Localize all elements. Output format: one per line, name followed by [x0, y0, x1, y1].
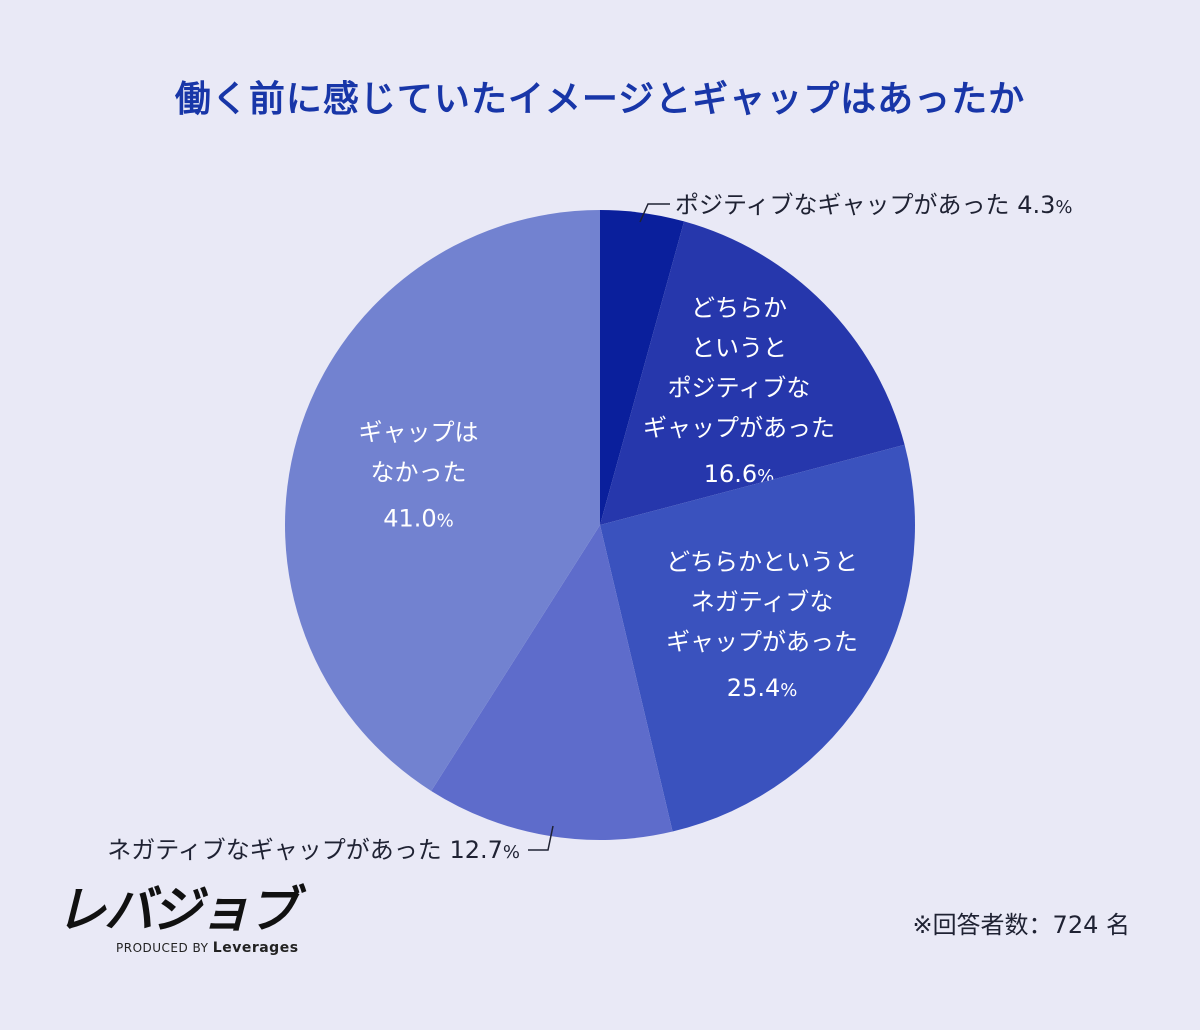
respondent-count-note: ※回答者数：724 名: [912, 911, 1130, 939]
chart-title: 働く前に感じていたイメージとギャップはあったか: [174, 79, 1026, 120]
pie-slice-0: [600, 210, 685, 525]
leader-line-3: [528, 825, 554, 851]
logo-subtitle: PRODUCED BY Leverages: [116, 940, 316, 956]
pie-slice-4: [285, 210, 600, 791]
pie-slice-1: [600, 221, 905, 525]
slice-label-3: ネガティブなギャップがあった 12.7%: [107, 836, 520, 864]
slice-label-2: どちらかというとネガティブなギャップがあった 25.4%: [666, 548, 858, 702]
slice-label-4: ギャップはなかった 41.0%: [359, 418, 479, 532]
leader-line-0: [639, 203, 670, 223]
logo-produced-by: PRODUCED BY: [116, 941, 209, 955]
pie-slice-3: [431, 525, 673, 841]
logo-company: Leverages: [212, 940, 299, 956]
slice-label-0: ポジティブなギャップがあった 4.3%: [675, 191, 1072, 219]
logo-mark: レバジョブ: [56, 881, 298, 939]
pie-slice-2: [600, 444, 916, 832]
levajob-logo: レバジョブ PRODUCED BY Leverages: [56, 880, 316, 956]
slice-label-1: どちらかというとポジティブなギャップがあった 16.6%: [643, 294, 835, 488]
